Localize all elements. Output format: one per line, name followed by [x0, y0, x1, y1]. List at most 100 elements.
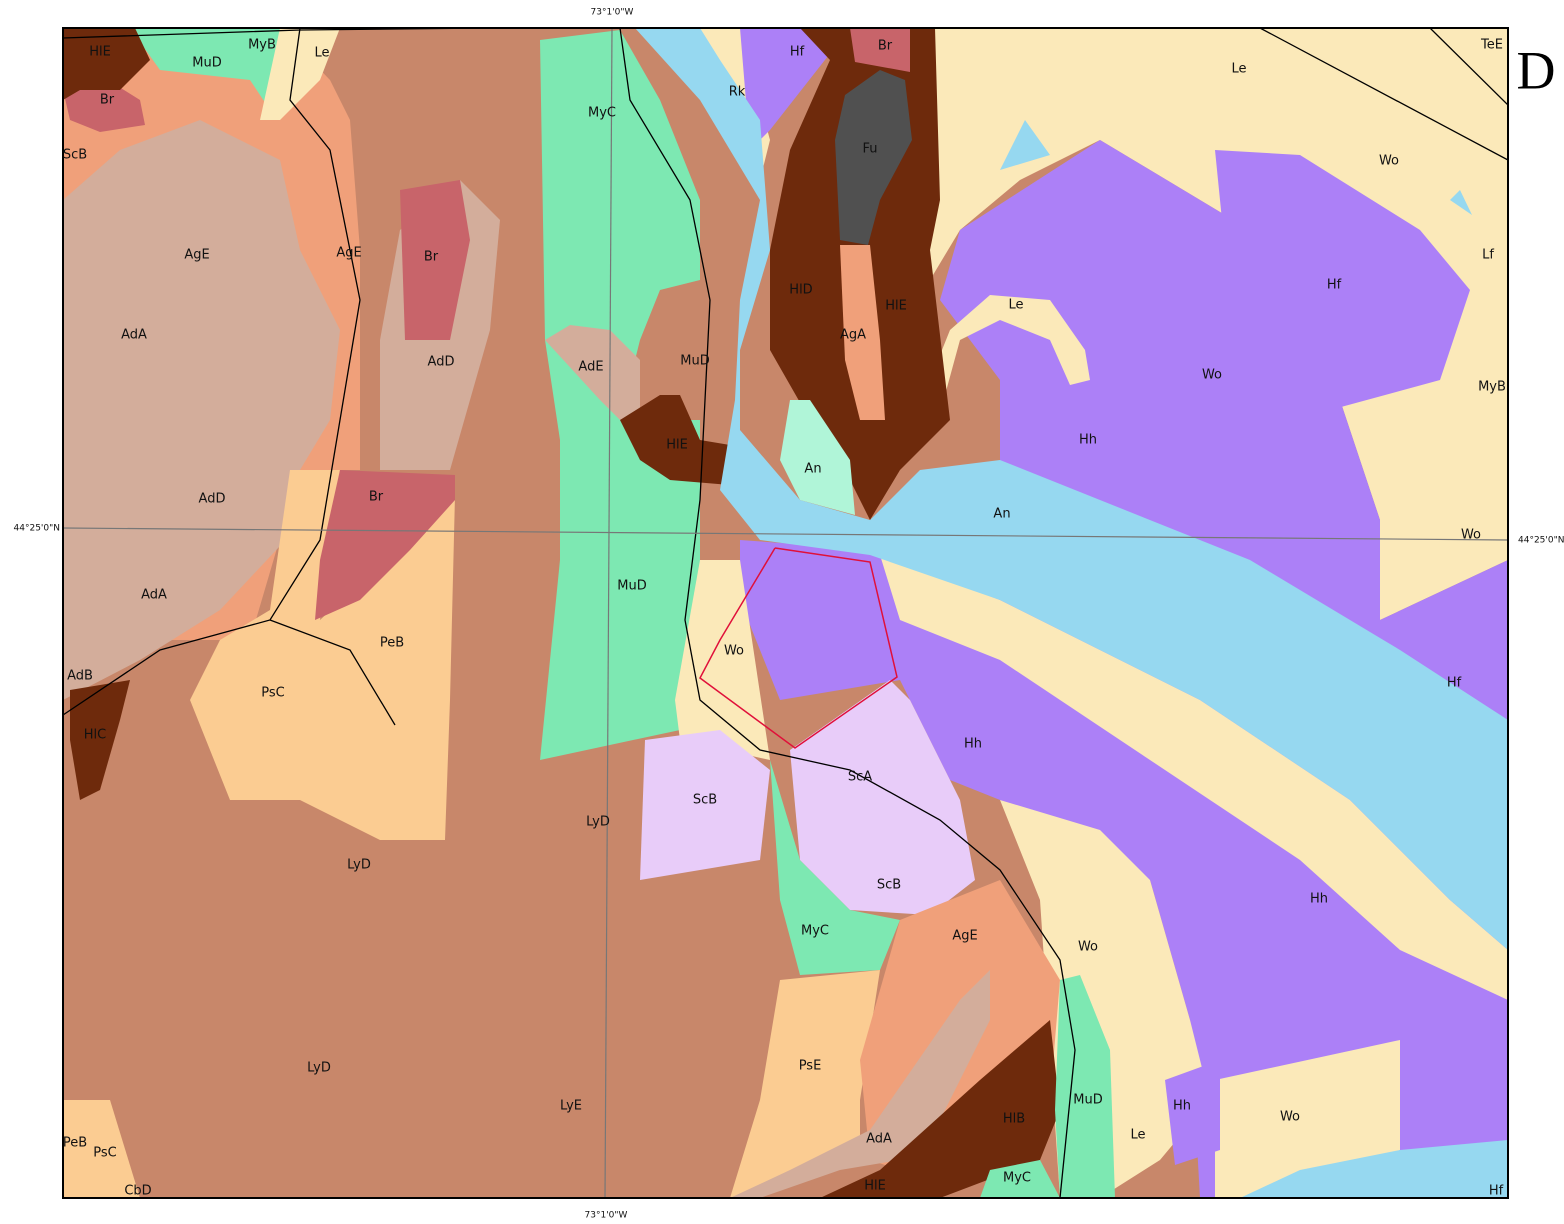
pse-region	[730, 970, 880, 1198]
unit-label: HlE	[89, 45, 111, 60]
unit-label: MyC	[801, 924, 829, 939]
br-region	[400, 180, 470, 340]
unit-label: AdA	[866, 1132, 892, 1147]
unit-label: ScB	[63, 148, 87, 163]
unit-label: PsE	[799, 1059, 822, 1074]
hf-region	[1215, 150, 1470, 410]
unit-label: Lf	[1482, 248, 1494, 263]
unit-label: Wo	[1379, 154, 1399, 169]
unit-label: Hh	[1173, 1099, 1191, 1114]
unit-label: MyB	[1478, 380, 1506, 395]
unit-label: Le	[1130, 1128, 1145, 1143]
pond	[1000, 120, 1050, 170]
ada-region	[730, 970, 990, 1198]
mud-region	[1055, 975, 1115, 1198]
unit-label: HlC	[84, 728, 106, 743]
unit-label: PeB	[63, 1136, 87, 1151]
scb-region	[640, 730, 770, 880]
top-longitude: 73°1'0"W	[591, 8, 634, 18]
unit-label: HlE	[885, 299, 907, 314]
unit-label: Hf	[1447, 676, 1462, 691]
hlc-region	[70, 680, 130, 800]
unit-label: AdE	[578, 360, 603, 375]
wo-region	[920, 28, 1508, 620]
river	[1240, 1140, 1508, 1198]
unit-label: Hf	[1327, 278, 1342, 293]
unit-label: LyD	[586, 815, 610, 830]
fu-region	[835, 70, 912, 245]
unit-label: Le	[1008, 298, 1023, 313]
unit-label: TeE	[1480, 38, 1503, 53]
unit-label: AdB	[67, 669, 93, 684]
unit-label: Br	[424, 250, 439, 265]
unit-label: Rk	[729, 85, 746, 100]
unit-label: Br	[369, 490, 384, 505]
unit-label: HlB	[1003, 1112, 1025, 1127]
map-frame	[62, 27, 1509, 1199]
ada-region	[63, 120, 340, 700]
unit-label: AgE	[952, 929, 977, 944]
unit-label: HlD	[789, 283, 812, 298]
unit-label: MyC	[588, 106, 616, 121]
sca-region	[790, 680, 975, 915]
graticule	[63, 28, 1508, 1198]
unit-label: ScB	[877, 878, 901, 893]
unit-label: Wo	[1461, 528, 1481, 543]
unit-label: Hh	[1310, 892, 1328, 907]
le-region	[930, 295, 1090, 395]
unit-label: AdD	[428, 355, 455, 370]
unit-label: Le	[314, 46, 329, 61]
unit-label: MuD	[680, 354, 709, 369]
parcel-outline	[699, 547, 898, 749]
unit-label: Hf	[790, 45, 805, 60]
wo-region	[880, 555, 1508, 1000]
unit-label: MuD	[1073, 1093, 1102, 1108]
pond	[1450, 190, 1472, 215]
unit-label: PeB	[380, 636, 404, 651]
wo-region	[1000, 800, 1210, 1198]
wo-region	[1215, 1040, 1400, 1198]
unit-label: ScA	[848, 770, 872, 785]
wo-region	[675, 560, 770, 760]
unit-label: AdA	[141, 588, 167, 603]
br-region	[850, 28, 910, 72]
unit-label: Br	[100, 93, 115, 108]
br-region	[315, 470, 455, 620]
unit-label: MyC	[1003, 1171, 1031, 1186]
right-latitude: 44°25'0"N	[1518, 536, 1564, 546]
unit-label: Wo	[1078, 940, 1098, 955]
peb-region	[63, 1100, 140, 1198]
unit-label: Wo	[1280, 1110, 1300, 1125]
unit-label: Fu	[862, 142, 877, 157]
river	[635, 28, 1508, 950]
ade-region	[545, 325, 640, 420]
unit-label: AgA	[840, 328, 866, 343]
unit-label: Wo	[724, 644, 744, 659]
unit-label: Hh	[964, 737, 982, 752]
unit-label: Hh	[1079, 433, 1097, 448]
hlb-region	[820, 1020, 1060, 1198]
unit-labels: HlE MuD MyB Le Br ScB MyC Rk Hf Br Fu Le TeE Wo AgE AgE…	[63, 38, 1506, 1199]
bottom-longitude: 73°1'0"W	[585, 1211, 628, 1221]
unit-label: LyD	[347, 858, 371, 873]
unit-label: ScB	[693, 793, 717, 808]
unit-label: AdD	[199, 492, 226, 507]
hf-region	[740, 28, 850, 150]
unit-label: MuD	[617, 579, 646, 594]
unit-label: PsC	[261, 686, 284, 701]
unit-label: Wo	[1202, 368, 1222, 383]
unit-label: AdA	[121, 328, 147, 343]
unit-label: LyD	[307, 1061, 331, 1076]
unit-label: Le	[1231, 62, 1246, 77]
unit-label: An	[804, 462, 821, 477]
unit-label: Br	[878, 39, 893, 54]
hh-region	[1165, 1060, 1220, 1165]
unit-label: AgE	[336, 246, 361, 261]
unit-label: MuD	[192, 56, 221, 71]
unit-label: CbD	[124, 1184, 151, 1199]
mud-region	[130, 28, 280, 110]
hle-region	[63, 28, 150, 100]
unit-label: Hf	[1489, 1184, 1504, 1199]
le-region	[260, 28, 340, 120]
